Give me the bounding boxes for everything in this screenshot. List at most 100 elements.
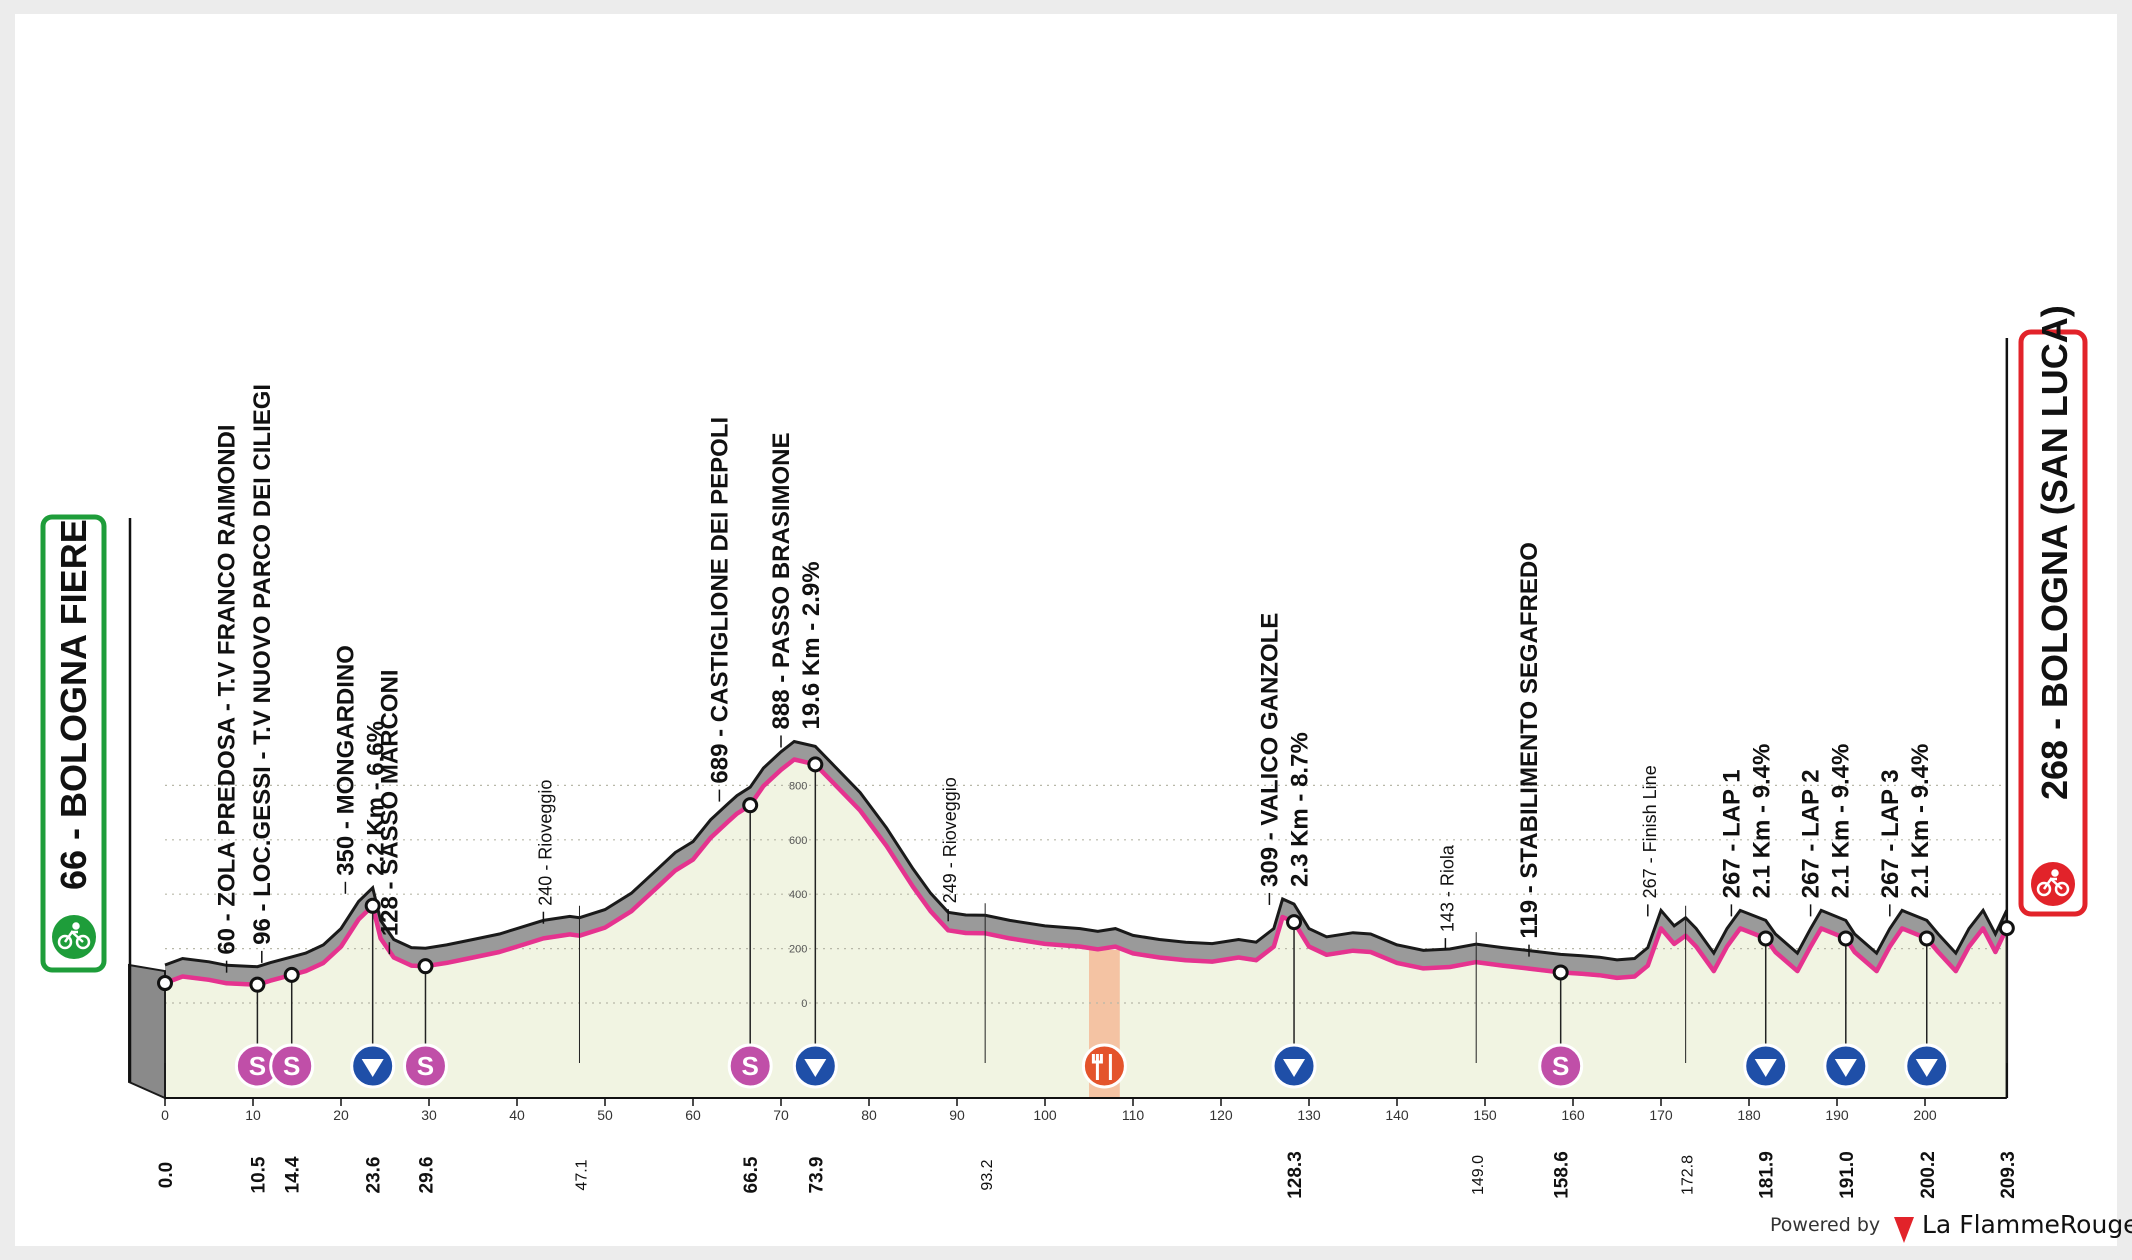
km-dot [364,897,381,914]
gpm-icon-triangle [1834,1059,1857,1077]
km-dot [283,966,300,983]
x-axis: 0 10 20 30 40 50 60 70 80 90 100 110 120 130 140 150 160… [156,1097,2019,1199]
gpm-icon-triangle [1283,1059,1306,1077]
km-label: 0.0 [156,1162,177,1188]
km-dot [1998,920,2015,937]
x-tick-label: 160 [1561,1107,1585,1123]
km-dot [807,756,824,773]
sprint-icon-symbol: S [249,1051,266,1081]
finish-label: 268 - BOLOGNA (SAN LUCA) [2034,305,2075,800]
x-tick-label: 190 [1825,1107,1849,1123]
sprint-icon [727,1043,773,1089]
waypoint-label: 267 - LAP 3 [1877,769,1904,898]
waypoint-label: 2.3 Km - 8.7% [1286,732,1313,887]
km-label: 10.5 [248,1156,269,1193]
waypoint-label: 60 - ZOLA PREDOSA - T.V FRANCO RAIMONDI [214,424,241,954]
km-label: 93.2 [979,1159,996,1190]
x-tick-label: 130 [1297,1107,1321,1123]
km-label: 209.3 [1998,1151,2019,1199]
km-label: 158.6 [1552,1151,1573,1199]
y-tick-label: 600 [789,835,807,847]
waypoint-label: 267 - LAP 1 [1718,769,1745,898]
x-tick-label: 70 [773,1107,789,1123]
flamme-rouge-logo-icon [1894,1217,1914,1243]
km-label: 191.0 [1837,1151,1858,1199]
gpm-icon-triangle [1915,1059,1938,1077]
waypoint-label: 96 - LOC.GESSI - T.V NUOVO PARCO DEI CIL… [249,384,276,945]
brand-label: La FlammeRouge [1922,1210,2132,1239]
waypoint-label: 267 - LAP 2 [1798,769,1825,898]
km-label: 181.9 [1757,1151,1778,1199]
x-tick-label: 90 [949,1107,965,1123]
waypoint-label: 249 - Rioveggio [940,777,960,903]
waypoint-label: 309 - VALICO GANZOLE [1256,613,1283,887]
gpm-icon-triangle [804,1059,827,1077]
waypoint-label: 689 - CASTIGLIONE DEI PEPOLI [706,417,733,784]
y-tick-label: 800 [789,780,807,792]
bike-glyph [57,922,91,950]
finish-badge: 268 - BOLOGNA (SAN LUCA) [2018,305,2088,917]
waypoint-label: 128 - SASSO MARCONI [376,669,403,936]
start-label: 66 - BOLOGNA FIERE [53,519,94,890]
finish-bike-icon [2031,862,2075,906]
waypoint-label: 240 - Rioveggio [535,780,555,906]
x-tick-label: 0 [161,1107,169,1123]
sprint-icon [269,1043,315,1089]
fork-knife-glyph [1091,1054,1112,1080]
sprint-icon-symbol: S [417,1051,434,1081]
km-dot [1837,930,1854,947]
waypoint-label: 2.2 Km - 6.6% [362,721,389,876]
x-tick-label: 20 [333,1107,349,1123]
waypoint-label: 267 - Finish Line [1640,765,1660,898]
waypoint-label: 350 - MONGARDINO [332,645,359,876]
x-tick-label: 50 [597,1107,613,1123]
waypoint-label: 119 - STABILIMENTO SEGAFREDO [1516,542,1543,939]
start-bike-icon [52,915,96,959]
x-tick-label: 40 [509,1107,525,1123]
km-dot [742,797,759,814]
x-tick-label: 200 [1913,1107,1937,1123]
km-label: 200.2 [1918,1151,1939,1199]
sprint-icon-symbol: S [742,1051,759,1081]
waypoint-label: 143 - Riola [1437,844,1457,932]
km-dot [1286,914,1303,931]
km-label: 23.6 [364,1157,385,1194]
feed-zone-icon [1081,1043,1127,1089]
y-tick-label: 200 [789,944,807,956]
footer: Powered by La FlammeRouge [1770,1210,2132,1243]
km-label: 128.3 [1285,1151,1306,1199]
km-label: 73.9 [806,1157,827,1194]
x-tick-label: 170 [1649,1107,1673,1123]
km-label: 14.4 [283,1156,304,1193]
x-tick-label: 10 [245,1107,261,1123]
ground-area [165,759,2007,1098]
marker-lines-layer [128,338,2015,1098]
sprint-icon [402,1043,448,1089]
km-label: 47.1 [573,1159,590,1190]
x-tick-label: 150 [1473,1107,1497,1123]
y-tick-label: 0 [801,998,807,1010]
start-badge-frame [40,514,107,973]
waypoint-label: 2.1 Km - 9.4% [1828,744,1855,899]
sprint-icon [1538,1043,1584,1089]
bike-glyph [2036,869,2070,897]
km-label: 66.5 [741,1156,762,1193]
elevation-band [165,741,2007,987]
km-dot [1552,964,1569,981]
x-tick-label: 180 [1737,1107,1761,1123]
elevation-ridge-line [164,739,2009,969]
waypoint-label: 2.1 Km - 9.4% [1907,744,1934,899]
gpm-icon-triangle [361,1059,384,1077]
x-tick-label: 140 [1385,1107,1409,1123]
waypoint-label: 888 - PASSO BRASIMONE [768,433,795,730]
x-tick-label: 30 [421,1107,437,1123]
waypoint-label: 2.1 Km - 9.4% [1748,744,1775,899]
km-dot [157,975,173,992]
km-dot [249,976,266,993]
km-label: 172.8 [1680,1155,1697,1195]
x-tick-label: 80 [861,1107,877,1123]
km-label: 149.0 [1470,1155,1487,1195]
x-tick-label: 120 [1209,1107,1233,1123]
gpm-icon-triangle [1754,1059,1777,1077]
